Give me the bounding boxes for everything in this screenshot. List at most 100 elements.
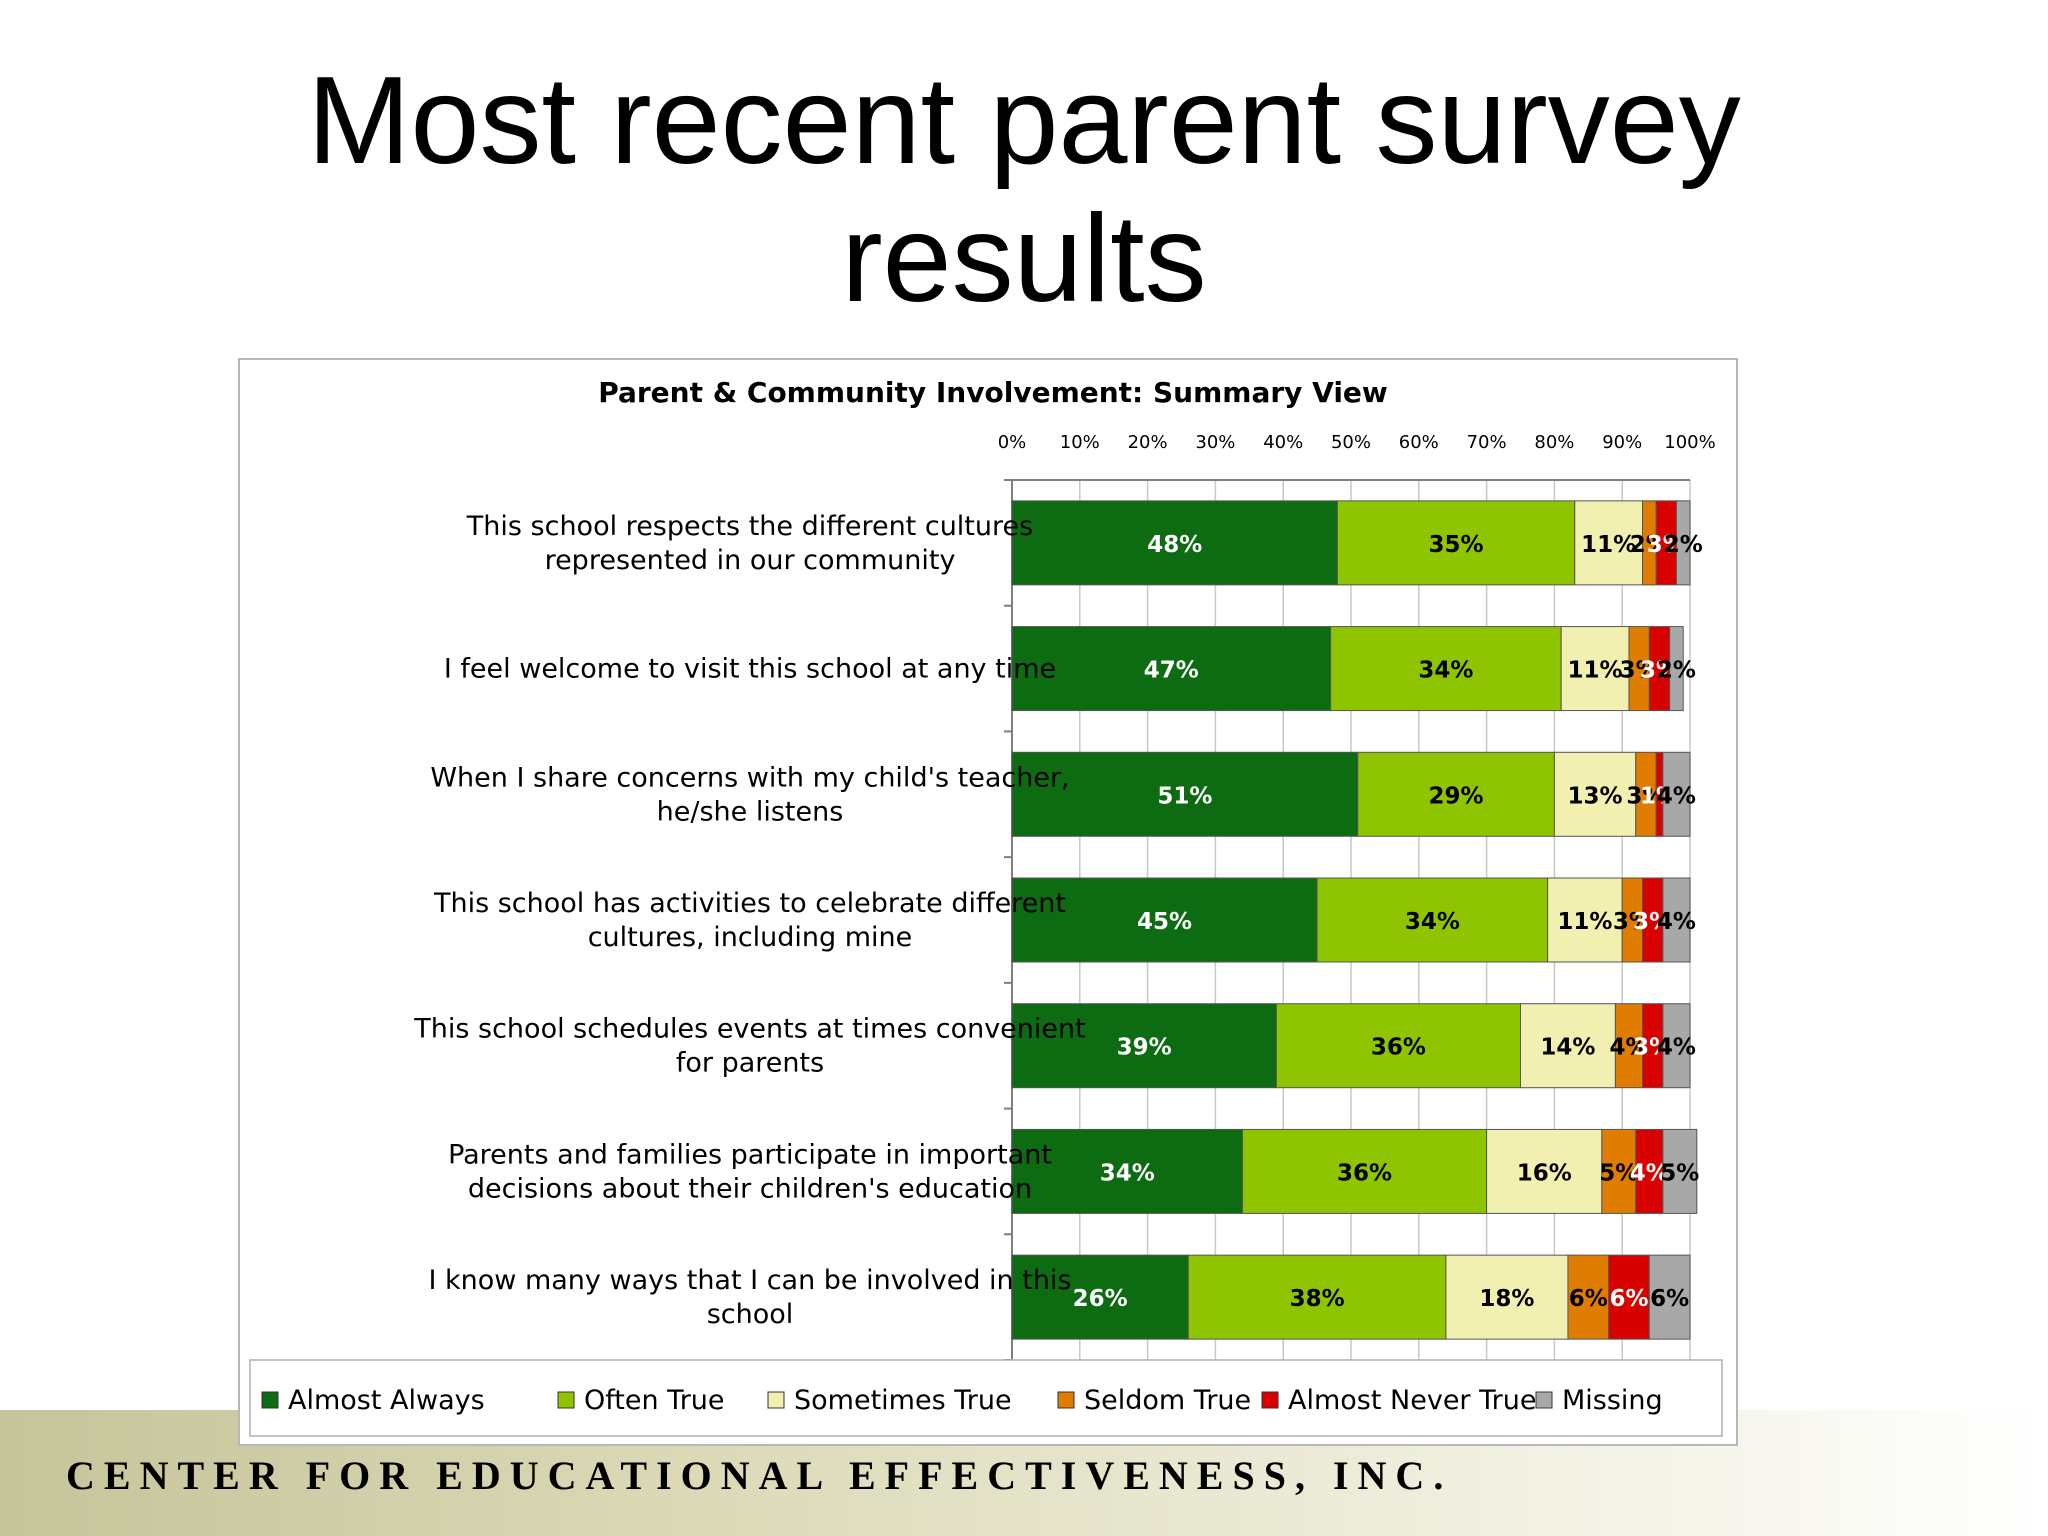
legend-box bbox=[249, 1359, 1723, 1437]
data-label: 13% bbox=[1568, 783, 1623, 809]
bar-segment bbox=[1011, 1254, 1189, 1340]
bar-segment bbox=[1601, 1128, 1637, 1214]
data-label: 14% bbox=[1540, 1035, 1595, 1061]
data-label: 16% bbox=[1517, 1160, 1572, 1186]
bar-segment bbox=[1614, 1003, 1644, 1089]
bar-segment bbox=[1275, 1003, 1522, 1089]
bar-segment bbox=[1520, 1003, 1616, 1089]
bar-segment bbox=[1574, 500, 1644, 586]
data-label: 5% bbox=[1660, 1160, 1699, 1186]
data-label: 36% bbox=[1337, 1160, 1392, 1186]
legend-label: Almost Always bbox=[288, 1385, 485, 1416]
data-label: 18% bbox=[1479, 1286, 1534, 1312]
legend-swatch bbox=[557, 1391, 575, 1409]
bar-segment bbox=[1669, 626, 1684, 712]
category-label: represented in our community bbox=[545, 545, 956, 576]
data-label: 48% bbox=[1147, 532, 1202, 558]
x-tick-label: 0% bbox=[998, 432, 1027, 453]
data-label: 4% bbox=[1609, 1035, 1648, 1061]
x-tick-label: 90% bbox=[1602, 432, 1642, 453]
x-tick-label: 50% bbox=[1331, 432, 1371, 453]
bar-segment bbox=[1187, 1254, 1447, 1340]
data-label: 6% bbox=[1569, 1286, 1608, 1312]
x-tick-label: 30% bbox=[1195, 432, 1235, 453]
category-label: When I share concerns with my child's te… bbox=[430, 762, 1069, 793]
chart-title: Parent & Community Involvement: Summary … bbox=[598, 376, 1388, 409]
bar-segment bbox=[1547, 877, 1623, 963]
slide-title: Most recent parent survey results bbox=[0, 52, 2048, 328]
bar-segment bbox=[1662, 1003, 1691, 1089]
category-label: I feel welcome to visit this school at a… bbox=[444, 654, 1056, 685]
category-label: Parents and families participate in impo… bbox=[448, 1139, 1052, 1170]
x-tick-label: 70% bbox=[1467, 432, 1507, 453]
legend-label: Almost Never True bbox=[1288, 1385, 1536, 1416]
bar-segment bbox=[1608, 1254, 1650, 1340]
category-label: This school schedules events at times co… bbox=[413, 1014, 1085, 1045]
bar-segment bbox=[1635, 1128, 1664, 1214]
data-label: 2% bbox=[1657, 658, 1696, 684]
data-label: 35% bbox=[1429, 532, 1484, 558]
data-label: 51% bbox=[1157, 783, 1212, 809]
x-tick-label: 40% bbox=[1263, 432, 1303, 453]
data-label: 11% bbox=[1568, 658, 1623, 684]
x-tick-label: 10% bbox=[1060, 432, 1100, 453]
data-label: 47% bbox=[1144, 658, 1199, 684]
x-tick-label: 20% bbox=[1128, 432, 1168, 453]
category-label: for parents bbox=[676, 1048, 824, 1079]
data-label: 45% bbox=[1137, 909, 1192, 935]
legend-swatch bbox=[1261, 1391, 1279, 1409]
data-label: 4% bbox=[1657, 1035, 1696, 1061]
category-label: This school has activities to celebrate … bbox=[433, 888, 1066, 919]
bar-segment bbox=[1486, 1128, 1603, 1214]
bar-segment bbox=[1445, 1254, 1569, 1340]
bar-segment bbox=[1567, 1254, 1610, 1340]
legend-label: Seldom True bbox=[1084, 1385, 1251, 1416]
bar-segment bbox=[1011, 877, 1318, 963]
data-label: 39% bbox=[1117, 1035, 1172, 1061]
data-label: 34% bbox=[1405, 909, 1460, 935]
data-label: 34% bbox=[1418, 658, 1473, 684]
category-label: I know many ways that I can be involved … bbox=[428, 1265, 1071, 1296]
category-label: This school respects the different cultu… bbox=[466, 511, 1033, 542]
bar-segment bbox=[1553, 751, 1637, 837]
bar-segment bbox=[1648, 1254, 1691, 1340]
bar-segment bbox=[1011, 626, 1332, 712]
data-label: 29% bbox=[1429, 783, 1484, 809]
slide-title-line-1: Most recent parent survey bbox=[307, 52, 1741, 190]
slide-title-line-2: results bbox=[841, 190, 1207, 328]
legend-swatch bbox=[1057, 1391, 1075, 1409]
x-tick-label: 60% bbox=[1399, 432, 1439, 453]
legend-label: Often True bbox=[584, 1385, 725, 1416]
bar-segment bbox=[1011, 1128, 1244, 1214]
legend-label: Missing bbox=[1562, 1385, 1663, 1416]
x-tick-label: 100% bbox=[1664, 432, 1715, 453]
category-label: cultures, including mine bbox=[588, 922, 913, 953]
data-label: 34% bbox=[1100, 1160, 1155, 1186]
legend-label: Sometimes True bbox=[794, 1385, 1012, 1416]
data-label: 6% bbox=[1609, 1286, 1648, 1312]
bar-segment bbox=[1330, 626, 1562, 712]
data-label: 6% bbox=[1650, 1286, 1689, 1312]
data-label: 2% bbox=[1664, 532, 1703, 558]
bar-segment bbox=[1662, 877, 1691, 963]
legend-swatch bbox=[261, 1391, 279, 1409]
data-label: 5% bbox=[1599, 1160, 1638, 1186]
bar-segment bbox=[1011, 500, 1338, 586]
data-label: 26% bbox=[1073, 1286, 1128, 1312]
category-label: school bbox=[707, 1299, 794, 1330]
bar-segment bbox=[1662, 751, 1691, 837]
category-label: decisions about their children's educati… bbox=[468, 1173, 1032, 1204]
data-label: 4% bbox=[1630, 1160, 1669, 1186]
data-label: 4% bbox=[1657, 909, 1696, 935]
data-label: 4% bbox=[1657, 783, 1696, 809]
stacked-bar-chart: Parent & Community Involvement: Summary … bbox=[249, 376, 1723, 1437]
chart-frame: Parent & Community Involvement: Summary … bbox=[238, 358, 1738, 1446]
bar-segment bbox=[1662, 1128, 1698, 1214]
data-label: 11% bbox=[1557, 909, 1612, 935]
bar-segment bbox=[1357, 751, 1555, 837]
data-label: 36% bbox=[1371, 1035, 1426, 1061]
bar-segment bbox=[1675, 500, 1691, 586]
legend-swatch bbox=[767, 1391, 785, 1409]
footer-text: CENTER FOR EDUCATIONAL EFFECTIVENESS, IN… bbox=[66, 1453, 1453, 1498]
bar-segment bbox=[1242, 1128, 1488, 1214]
